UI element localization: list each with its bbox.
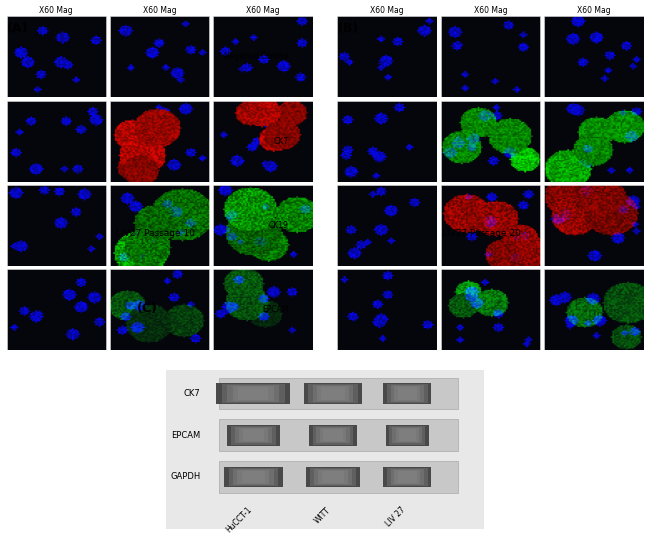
FancyBboxPatch shape [384,467,431,487]
FancyBboxPatch shape [315,469,352,485]
FancyBboxPatch shape [386,425,428,446]
FancyBboxPatch shape [317,386,349,401]
FancyBboxPatch shape [384,383,431,404]
Text: LIV27 Passage 10: LIV27 Passage 10 [116,230,196,239]
Text: LIV 27: LIV 27 [384,505,408,529]
Title: X60 Mag: X60 Mag [370,6,404,16]
Y-axis label: Negative Control: Negative Control [224,52,289,61]
FancyBboxPatch shape [389,426,425,444]
Text: CK7: CK7 [183,389,200,398]
FancyBboxPatch shape [222,384,285,403]
Title: X60 Mag: X60 Mag [474,6,507,16]
FancyBboxPatch shape [387,384,428,403]
FancyBboxPatch shape [233,386,274,401]
FancyBboxPatch shape [306,467,359,487]
FancyBboxPatch shape [394,470,421,484]
FancyBboxPatch shape [313,385,354,402]
FancyBboxPatch shape [387,468,428,487]
Text: HuCCT-1: HuCCT-1 [224,505,254,535]
Title: X60 Mag: X60 Mag [143,6,176,16]
FancyBboxPatch shape [308,384,358,403]
FancyBboxPatch shape [320,428,346,442]
FancyBboxPatch shape [311,468,356,487]
FancyBboxPatch shape [391,469,424,485]
FancyBboxPatch shape [393,427,422,443]
Text: (C): (C) [136,302,157,315]
FancyBboxPatch shape [239,428,268,442]
FancyBboxPatch shape [224,467,283,487]
Y-axis label: CK7: CK7 [274,137,289,146]
Text: (A): (A) [6,22,28,35]
FancyBboxPatch shape [394,386,421,401]
FancyBboxPatch shape [219,420,458,451]
FancyBboxPatch shape [391,385,424,402]
FancyBboxPatch shape [237,470,269,484]
Text: GAPDH: GAPDH [170,472,200,482]
FancyBboxPatch shape [235,427,272,443]
Text: (B): (B) [338,22,359,35]
FancyBboxPatch shape [384,383,431,404]
FancyBboxPatch shape [386,425,428,446]
FancyBboxPatch shape [216,383,291,404]
Text: LIV27 Passage 20: LIV27 Passage 20 [441,230,521,239]
FancyBboxPatch shape [313,426,353,444]
FancyBboxPatch shape [384,467,431,487]
FancyBboxPatch shape [224,467,283,487]
Y-axis label: CK19: CK19 [268,221,289,230]
FancyBboxPatch shape [304,383,362,404]
FancyBboxPatch shape [216,383,291,404]
Title: X60 Mag: X60 Mag [40,6,73,16]
Text: EPCAM: EPCAM [171,431,200,440]
FancyBboxPatch shape [231,426,276,444]
Text: WITT: WITT [313,505,333,525]
Title: X60 Mag: X60 Mag [577,6,610,16]
FancyBboxPatch shape [306,467,359,487]
FancyBboxPatch shape [227,385,280,402]
FancyBboxPatch shape [304,383,362,404]
Y-axis label: EPCAM: EPCAM [262,305,289,314]
FancyBboxPatch shape [317,427,350,443]
FancyBboxPatch shape [396,428,419,442]
FancyBboxPatch shape [219,461,458,493]
FancyBboxPatch shape [229,468,278,487]
FancyBboxPatch shape [233,469,274,485]
FancyBboxPatch shape [219,377,458,409]
FancyBboxPatch shape [309,425,357,446]
FancyBboxPatch shape [227,425,280,446]
Title: X60 Mag: X60 Mag [246,6,280,16]
FancyBboxPatch shape [309,425,357,446]
FancyBboxPatch shape [227,425,280,446]
FancyBboxPatch shape [318,470,348,484]
